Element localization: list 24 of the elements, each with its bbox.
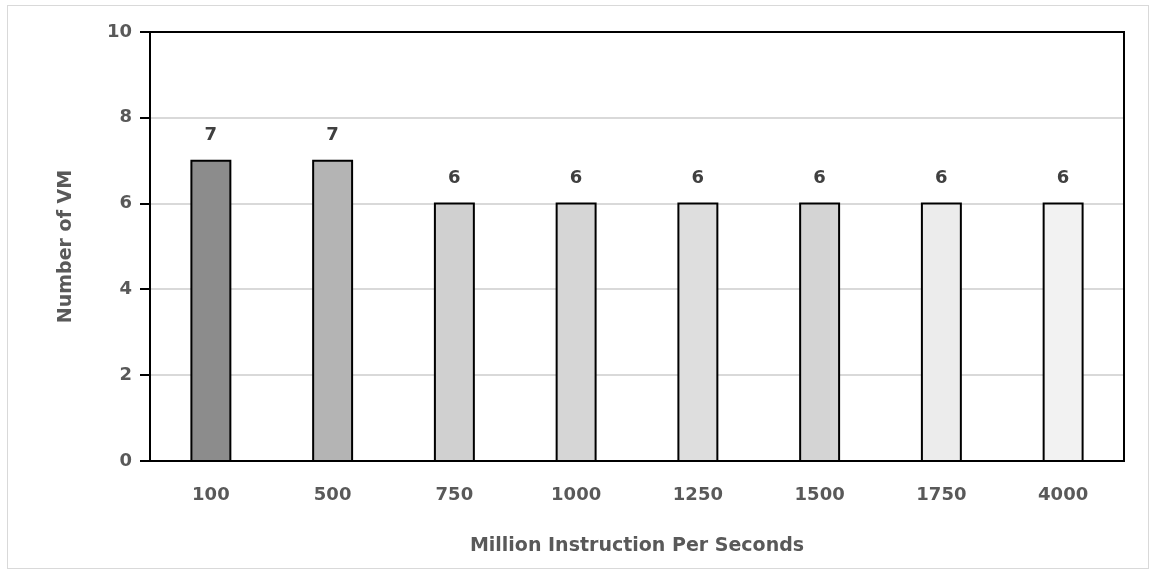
data-label: 6 [691, 166, 705, 188]
x-tick-label: 100 [192, 483, 230, 505]
y-tick-label: 2 [119, 362, 132, 384]
data-label: 7 [204, 123, 218, 145]
y-tick-label: 4 [119, 277, 132, 299]
data-label: 7 [326, 123, 339, 145]
x-tick-label: 1500 [794, 483, 845, 505]
y-tick-label: 8 [119, 105, 132, 127]
x-tick-label: 1250 [672, 483, 723, 505]
data-label: 6 [569, 166, 583, 188]
y-tick-label: 0 [119, 448, 132, 470]
x-tick-label: 750 [435, 483, 474, 505]
x-axis-title: Million Instruction Per Seconds [469, 532, 805, 555]
y-axis-title: Number of VM [53, 169, 76, 324]
x-tick-label: 1000 [551, 483, 602, 505]
y-tick-label: 10 [106, 19, 132, 41]
data-label: 6 [448, 166, 461, 188]
x-tick-label: 500 [313, 483, 352, 505]
y-tick-label: 6 [119, 191, 132, 213]
x-tick-label: 4000 [1038, 483, 1089, 505]
data-label: 6 [935, 166, 948, 188]
data-label: 6 [813, 166, 826, 188]
x-tick-label: 1750 [916, 483, 967, 505]
data-label: 6 [1056, 166, 1070, 188]
